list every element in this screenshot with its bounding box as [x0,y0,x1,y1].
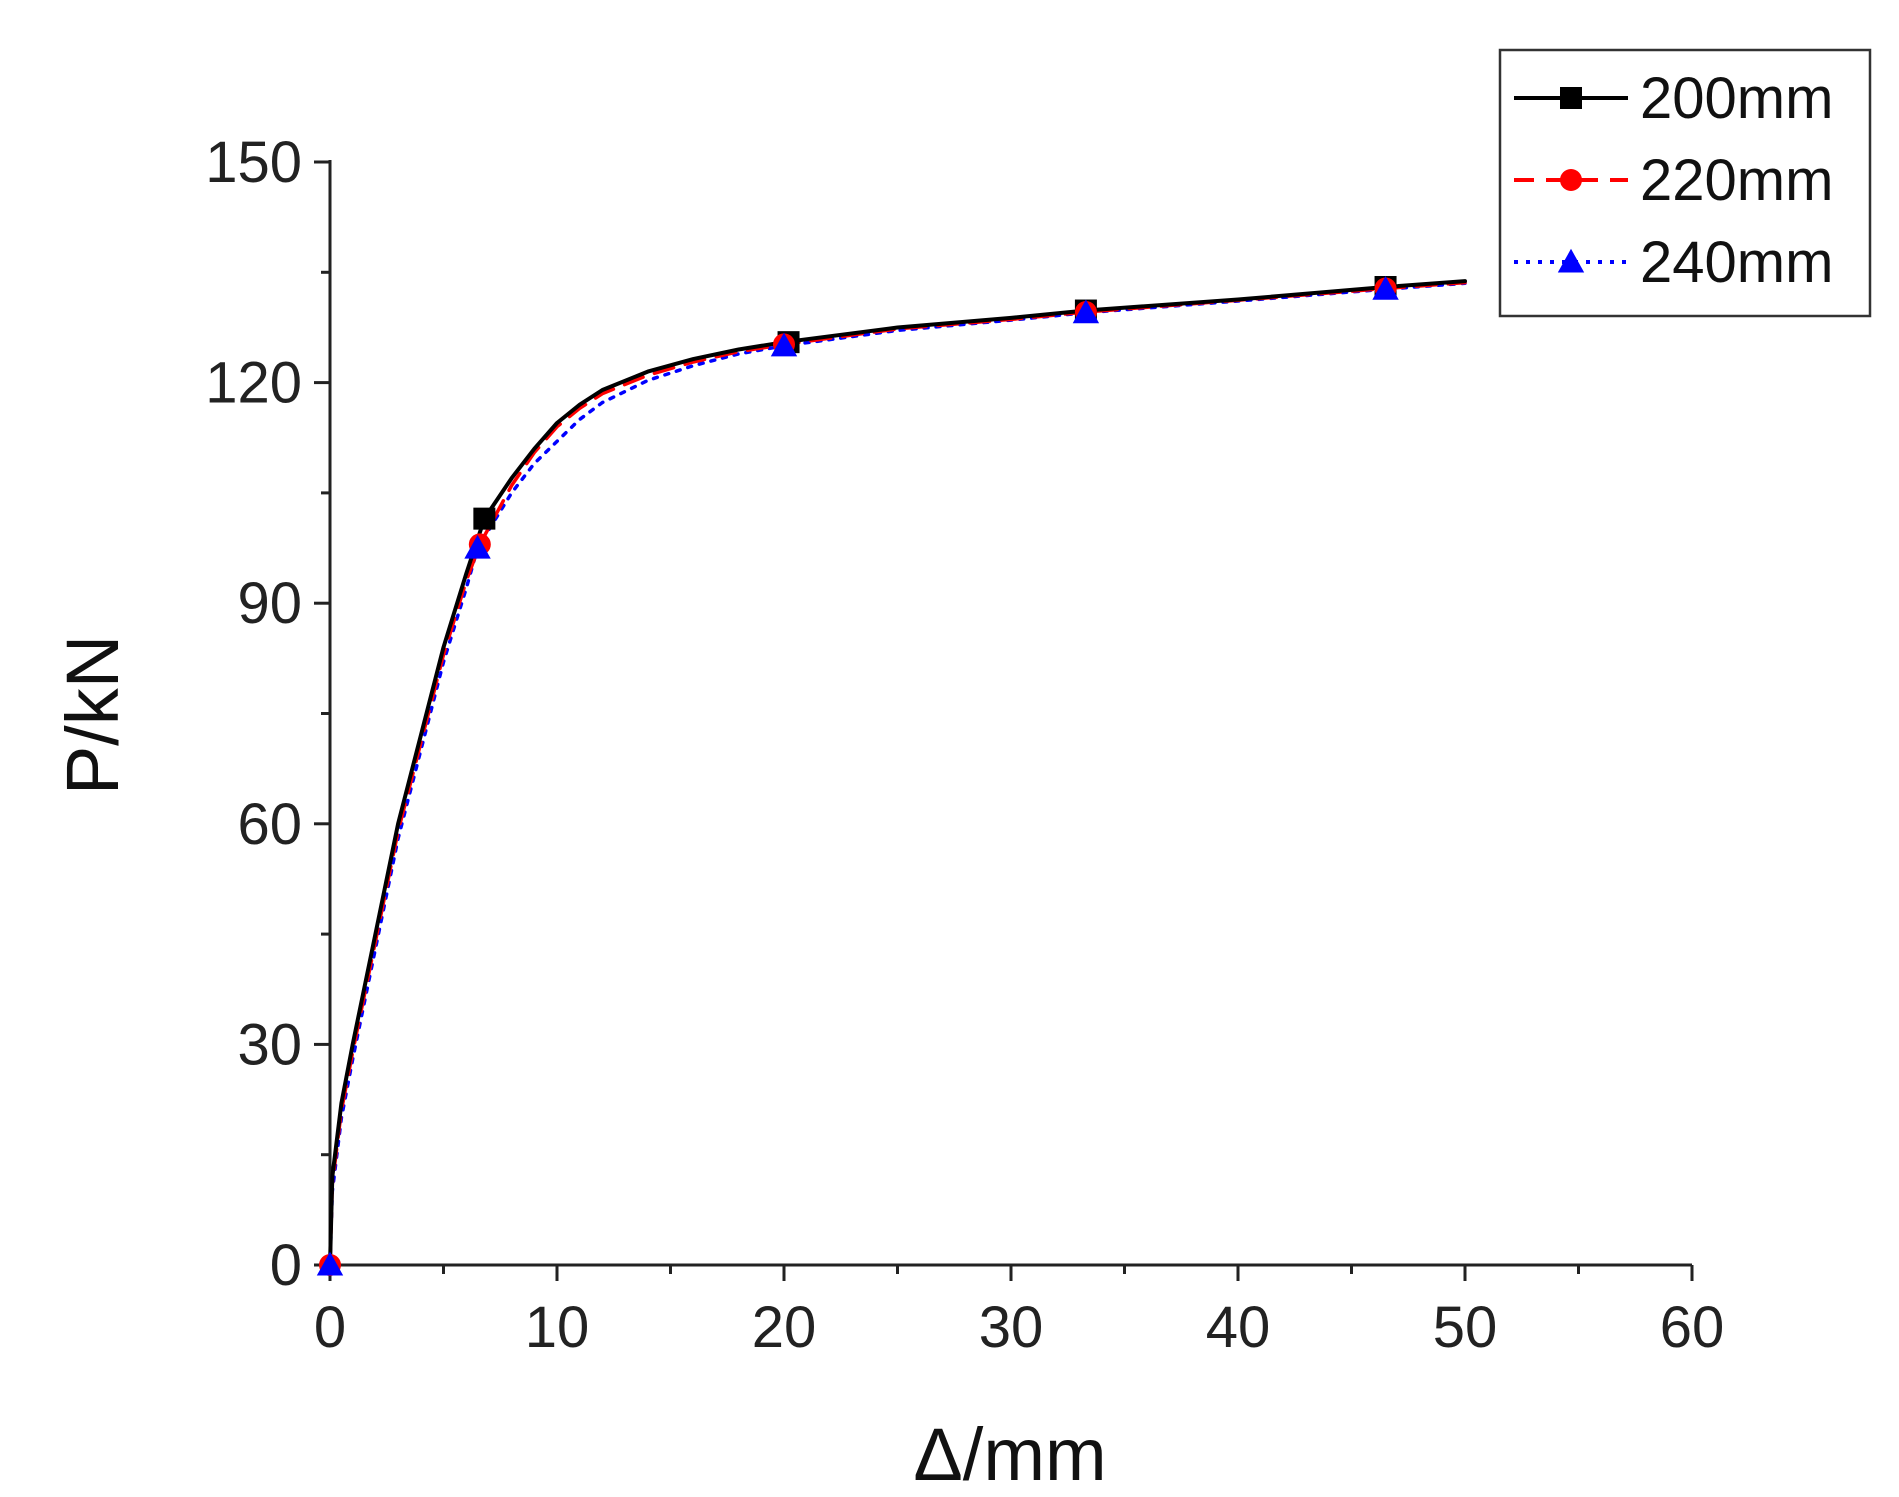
legend-label: 240mm [1640,230,1833,295]
x-tick-label: 30 [979,1295,1044,1360]
legend-marker [1560,169,1582,191]
data-point-240mm [1072,299,1100,324]
series-line-200mm [328,279,1467,1267]
data-point-240mm [464,534,491,559]
y-tick-label: 30 [237,1012,302,1077]
legend-label: 220mm [1640,148,1833,213]
y-tick-label: 0 [270,1233,302,1298]
x-tick-label: 10 [525,1295,590,1360]
x-tick-label: 40 [1206,1295,1271,1360]
data-point-200mm [473,507,496,530]
y-tick-label: 90 [237,571,302,636]
x-tick-label: 0 [314,1295,346,1360]
legend-label: 200mm [1640,66,1833,131]
y-tick-label: 120 [205,351,302,416]
series-line-220mm [328,280,1467,1267]
x-tick-label: 20 [752,1295,817,1360]
y-axis-title: P/kN [51,635,134,795]
x-tick-label: 50 [1433,1295,1498,1360]
x-tick-label: 60 [1660,1295,1725,1360]
data-point-240mm [770,332,798,357]
x-axis-title: Δ/mm [913,1413,1106,1496]
legend: 200mm 220mm 240mm [1498,48,1872,318]
data-point-240mm [316,1251,344,1276]
legend-marker [1560,87,1582,109]
series-line-240mm [328,281,1467,1267]
legend-marker [1557,248,1585,273]
y-tick-label: 60 [237,792,302,857]
y-tick-label: 150 [205,130,302,195]
plot-area [316,276,1467,1276]
axes: 0 10 20 30 40 50 60 0 30 60 90 120 150 [205,130,1724,1360]
data-point-240mm [1372,276,1399,300]
